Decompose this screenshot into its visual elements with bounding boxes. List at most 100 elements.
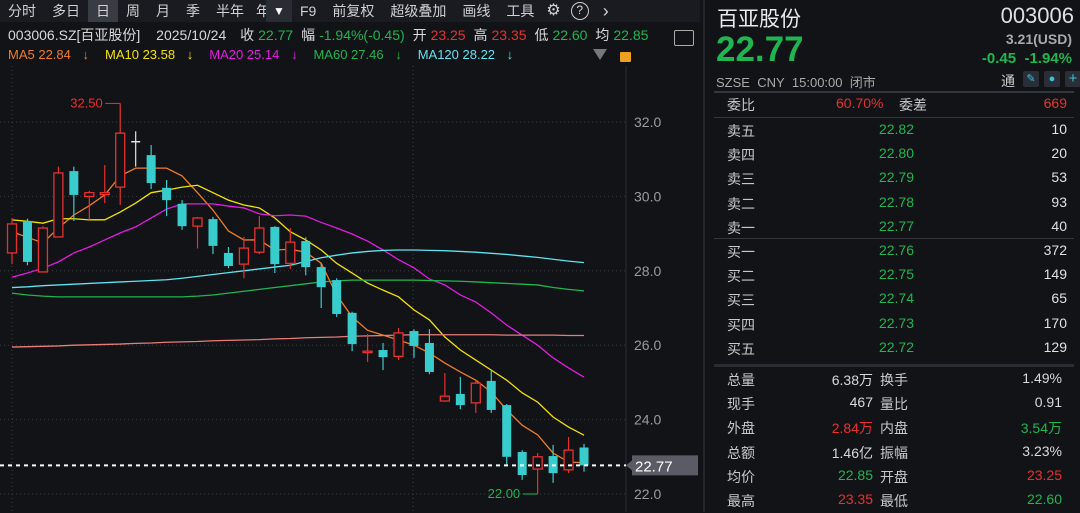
level-label: 卖一 [727,219,755,236]
divider [714,91,1074,93]
close-value: 22.77 [258,27,294,43]
level-label: 卖三 [727,171,755,188]
level-price: 22.75 [878,266,914,283]
stat-row: 均价 22.85 开盘 23.25 [708,467,1080,489]
panel-divider[interactable] [703,0,705,512]
stat-label: 外盘 [727,420,755,437]
period-dropdown-button[interactable]: ▼ [266,0,292,22]
chevron-right-icon[interactable]: › [602,1,609,21]
f9-button[interactable]: F9 [300,3,317,19]
tab-quarterly[interactable]: 季 [186,3,200,19]
tools-button[interactable]: 工具 [506,3,535,19]
candle-body [378,350,388,358]
candle-body [177,203,187,227]
usd-price: 3.21(USD) [1005,31,1072,47]
tab-monthly[interactable]: 月 [156,3,170,19]
avg-value: 22.85 [613,27,649,43]
stat-value: 0.91 [1034,394,1062,411]
stat-value: 1.49% [1022,370,1062,386]
bid-row[interactable]: 买四 22.73 170 [708,315,1080,337]
tab-weekly[interactable]: 周 [126,3,140,19]
quote-panel: 百亚股份 003006 22.77 3.21(USD) -0.45 -1.94%… [708,0,1080,512]
down-arrow-icon: ↓ [290,47,298,62]
candle-body [579,447,589,466]
ma-legend-item[interactable]: MA5 22.84 ↓ [8,47,97,62]
ma-legend-item[interactable]: MA120 28.22 ↓ [418,47,521,62]
bid-row[interactable]: 买一 22.76 372 [708,242,1080,264]
last-price-tag [632,455,698,476]
ma-line-ma60 [11,279,585,298]
monitor-icon[interactable] [674,30,694,46]
bid-row[interactable]: 买二 22.75 149 [708,266,1080,288]
level-price: 22.82 [878,121,914,137]
candlestick-chart[interactable]: 32.0 30.0 28.0 26.0 24.0 22.0 22.77 32.50 22.00 [0,66,700,512]
gear-icon[interactable]: ⚙ [546,2,561,19]
unlock-icon[interactable] [620,52,631,62]
level-price: 22.80 [878,145,914,162]
help-icon[interactable]: ? [570,2,589,20]
market-status: SZSE CNY 15:00:00 闭市 [716,72,876,91]
candle-body [347,312,357,345]
y-tick-label: 22.0 [634,486,661,502]
tab-half-year[interactable]: 半年 [216,3,244,19]
stat-label: 最低 [880,493,908,509]
divider [714,364,1074,367]
candle-body [53,172,64,238]
open-label: 开 [412,27,427,43]
candle-body [439,395,451,402]
connect-label[interactable]: 通 [1001,73,1015,89]
pencil-icon[interactable]: ✎ [1023,71,1039,87]
stat-label: 总额 [727,444,755,461]
level-price: 22.76 [878,242,914,258]
bid-row[interactable]: 买三 22.74 65 [708,290,1080,312]
stat-label: 总量 [727,372,755,388]
ask-row[interactable]: 卖五 22.82 10 [708,121,1080,143]
tab-yearly[interactable]: 年 [256,3,266,19]
ma-value: MA20 25.14 [209,47,280,62]
down-arrow-icon: ↓ [186,47,194,62]
stat-value: 23.35 [837,491,873,507]
ask-row[interactable]: 卖一 22.77 40 [708,218,1080,240]
stat-value: 22.60 [1026,491,1062,507]
low-label: 低 [534,27,549,43]
ma-legend-item[interactable]: MA60 27.46 ↓ [313,47,409,62]
candle-body [192,217,203,227]
tab-multi-day[interactable]: 多日 [52,3,80,19]
overlay-button[interactable]: 超级叠加 [390,3,447,19]
ma-line-ma120 [11,249,585,289]
level-label: 卖四 [727,147,755,164]
ma-legend-item[interactable]: MA20 25.14 ↓ [209,47,305,62]
divider [714,117,1074,118]
plus-icon[interactable]: + [1065,71,1080,87]
stat-row: 最高 23.35 最低 22.60 [708,491,1080,513]
bell-icon[interactable]: ● [1044,71,1060,87]
adjust-button[interactable]: 前复权 [332,3,375,19]
candle-body [6,223,18,254]
tab-daily[interactable]: 日 [88,0,118,22]
candle-body [99,192,110,196]
change-label: 幅 [301,27,316,43]
y-tick-label: 30.0 [634,188,661,204]
candle-body [316,267,326,288]
stat-label: 换手 [880,372,908,388]
draw-button[interactable]: 画线 [462,3,491,19]
exchange: SZSE [716,75,750,90]
tab-intraday[interactable]: 分时 [8,3,36,19]
y-tick-label: 26.0 [634,337,661,353]
level-qty: 10 [1051,121,1067,137]
candle-body [22,220,32,262]
collapse-triangle-icon[interactable] [593,49,607,60]
candle-body [563,449,574,471]
level-price: 22.72 [878,338,914,355]
stat-label: 量比 [880,396,908,413]
stat-value: 2.84万 [831,420,873,437]
ask-row[interactable]: 卖四 22.80 20 [708,145,1080,167]
level-price: 22.78 [878,193,914,210]
level-qty: 93 [1051,193,1067,210]
avg-label: 均 [595,27,610,43]
ask-row[interactable]: 卖三 22.79 53 [708,169,1080,191]
ma-legend-item[interactable]: MA10 23.58 ↓ [105,47,201,62]
high-value: 23.35 [491,27,527,43]
ask-row[interactable]: 卖二 22.78 93 [708,194,1080,216]
bid-row[interactable]: 买五 22.72 129 [708,339,1080,361]
